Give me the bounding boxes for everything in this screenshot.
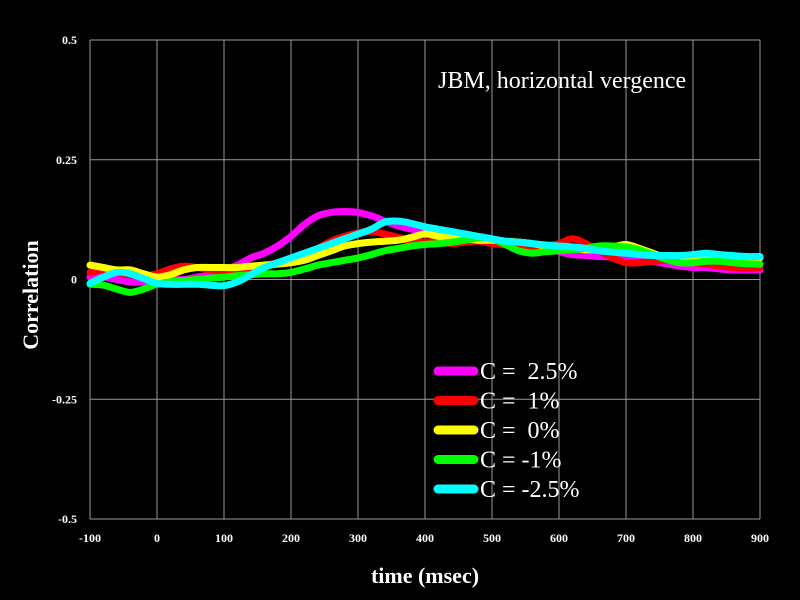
legend-label-1: C = 1% — [480, 389, 560, 415]
legend-label-2: C = 0% — [480, 418, 560, 444]
legend: C = 2.5% C = 1% C = 0% C = -1% C = -2.5% — [433, 359, 580, 503]
y-tick-label-1: 0.25 — [56, 153, 77, 167]
chart-annotation: JBM, horizontal vergence — [438, 68, 686, 94]
y-tick-label-4: -0.5 — [58, 512, 77, 526]
x-tick-label-5: 400 — [416, 531, 434, 545]
x-tick-label-9: 800 — [684, 531, 702, 545]
x-tick-label-3: 200 — [282, 531, 300, 545]
y-tick-label-0: 0.5 — [62, 33, 77, 47]
legend-label-0: C = 2.5% — [480, 359, 578, 385]
x-tick-label-10: 900 — [751, 531, 769, 545]
series-line-4 — [86, 217, 764, 290]
x-tick-label-4: 300 — [349, 531, 367, 545]
y-tick-label-2: 0 — [71, 273, 77, 287]
series-lines — [86, 208, 764, 296]
tick-labels: -100 0 100 200 300 400 500 600 700 800 900 0.5 0.25 0… — [52, 33, 769, 545]
x-tick-label-8: 700 — [617, 531, 635, 545]
x-axis-title: time (msec) — [371, 563, 479, 588]
x-tick-label-1: 0 — [154, 531, 160, 545]
y-tick-label-3: -0.25 — [52, 392, 77, 406]
x-tick-label-2: 100 — [215, 531, 233, 545]
legend-label-3: C = -1% — [480, 448, 562, 474]
x-tick-label-6: 500 — [483, 531, 501, 545]
x-tick-label-0: -100 — [79, 531, 101, 545]
x-tick-label-7: 600 — [550, 531, 568, 545]
grid — [89, 39, 761, 520]
legend-label-4: C = -2.5% — [480, 477, 580, 503]
y-axis-title: Correlation — [18, 240, 43, 350]
